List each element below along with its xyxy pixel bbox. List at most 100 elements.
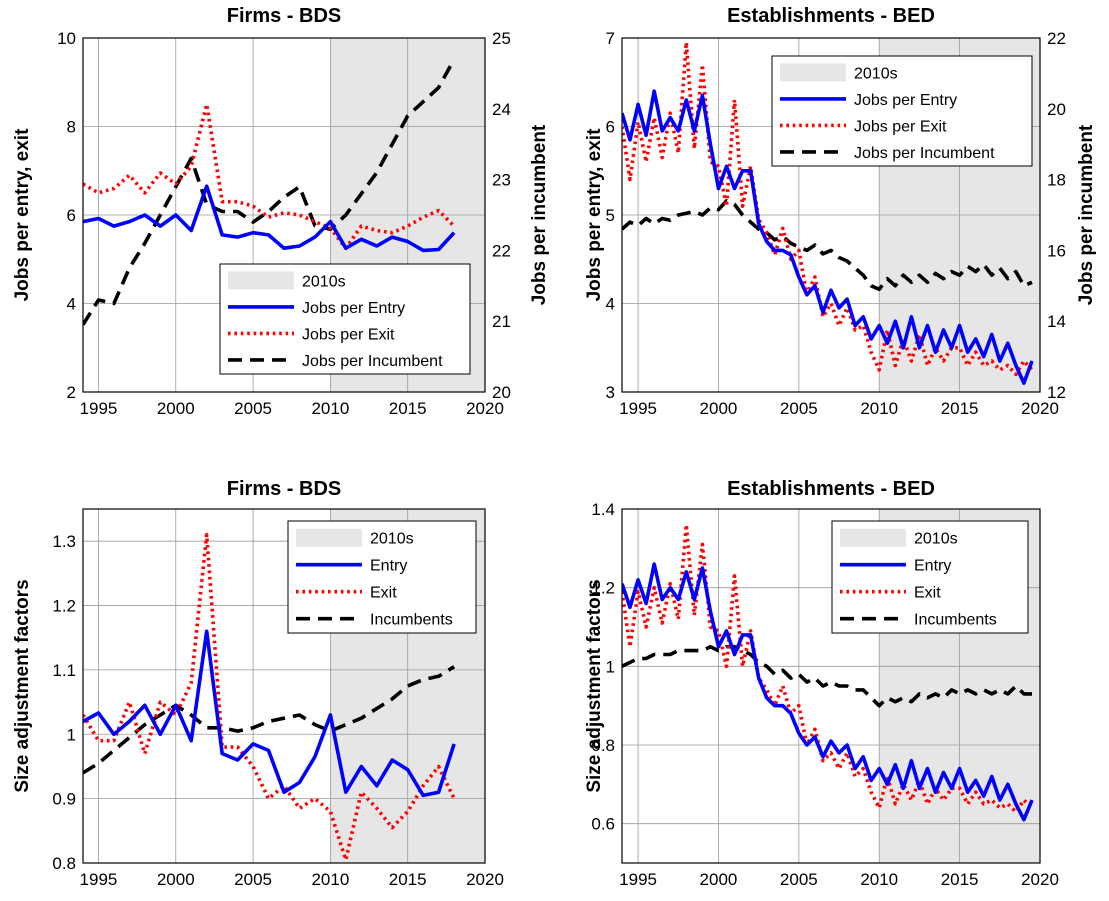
y-axis-right-label: Jobs per incumbent (1076, 124, 1097, 305)
y-tick-label: 6 (606, 118, 615, 137)
x-tick-label: 1995 (80, 399, 118, 418)
y-right-tick-label: 20 (492, 383, 511, 402)
legend-label: Entry (370, 558, 407, 575)
y-tick-label: 2 (67, 383, 76, 402)
y-right-tick-label: 16 (1047, 241, 1066, 260)
x-tick-label: 2000 (700, 399, 738, 418)
chart-panel-3: 1995 2000 2005 2010 2015 2020 0.8 0.9 1 1.1 1.2 1.3… (12, 478, 504, 889)
series-line-jobs-per-incumbent (83, 58, 456, 326)
x-tick-label: 2020 (1021, 399, 1059, 418)
x-tick-label: 1995 (619, 399, 657, 418)
series-line-incumbents (622, 644, 1032, 708)
series-group (622, 522, 1034, 822)
chart-title: Establishments - BED (727, 478, 935, 500)
legend-label: Jobs per Exit (854, 118, 947, 135)
chart-panel-4: 1995 2000 2005 2010 2015 2020 0.6 0.8 1 1.2 1.4 Est… (584, 478, 1059, 889)
x-tick-label: 2005 (234, 870, 272, 889)
x-tick-label: 2000 (700, 870, 738, 889)
y-right-tick-label: 21 (492, 312, 511, 331)
legend-label: Jobs per Exit (302, 326, 395, 343)
x-tick-label: 2010 (860, 399, 898, 418)
y-tick-label: 4 (67, 295, 76, 314)
y-axis-label: Jobs per entry, exit (584, 128, 605, 301)
legend-label: Exit (370, 585, 397, 602)
legend: 2010s Entry Exit Incumbents (831, 520, 1029, 634)
x-tick-label: 2015 (941, 870, 979, 889)
series-line-jobs-per-entry (622, 89, 1034, 385)
y-right-tick-label: 14 (1047, 312, 1066, 331)
x-tick-label: 1995 (619, 870, 657, 889)
y-tick-label: 1.4 (591, 500, 615, 519)
y-right-tick-label: 24 (492, 100, 511, 119)
axes-frame (621, 37, 1041, 393)
x-tick-label: 2015 (941, 399, 979, 418)
x-tick-label: 2005 (234, 399, 272, 418)
y-axis-label: Size adjustment factors (12, 579, 33, 792)
series-group (83, 58, 456, 326)
y-tick-label: 1.2 (52, 597, 76, 616)
y-tick-label: 6 (67, 206, 76, 225)
legend-label: Jobs per Entry (302, 300, 405, 317)
legend-label: 2010s (370, 531, 414, 548)
legend-label: Exit (914, 585, 941, 602)
legend-label: Incumbents (370, 612, 453, 629)
series-line-jobs-per-exit (83, 102, 456, 250)
x-tick-label: 2015 (389, 870, 427, 889)
y-tick-label: 0.8 (52, 854, 76, 873)
y-right-tick-label: 22 (492, 241, 511, 260)
x-tick-label: 2010 (311, 399, 349, 418)
legend-swatch-2010s (780, 63, 846, 82)
x-tick-label: 2000 (157, 870, 195, 889)
y-right-tick-label: 20 (1047, 100, 1066, 119)
series-line-entry (83, 629, 456, 798)
series-group (622, 40, 1034, 385)
y-tick-label: 1 (606, 657, 615, 676)
y-tick-label: 1 (67, 725, 76, 744)
y-tick-label: 1.1 (52, 661, 76, 680)
legend-swatch-2010s (840, 528, 906, 547)
chart-title: Establishments - BED (727, 5, 935, 27)
chart-title: Firms - BDS (227, 5, 341, 27)
y-tick-label: 3 (606, 383, 615, 402)
legend: 2010s Entry Exit Incumbents (287, 520, 477, 634)
axes-frame (82, 508, 486, 864)
y-tick-label: 1.2 (591, 579, 615, 598)
legend-label: 2010s (302, 273, 346, 290)
chart-title: Firms - BDS (227, 478, 341, 500)
series-line-exit (83, 532, 456, 862)
y-right-tick-label: 12 (1047, 383, 1066, 402)
x-tick-label: 1995 (80, 870, 118, 889)
y-tick-label: 4 (606, 295, 615, 314)
series-line-jobs-per-exit (622, 40, 1034, 377)
chart-panel-1: 1995 2000 2005 2010 2015 20202468102021222324… (12, 5, 550, 418)
y-axis-label: Size adjustment factors (584, 579, 605, 792)
legend-label: Jobs per Incumbent (302, 353, 443, 370)
legend-box (219, 263, 471, 375)
legend: 2010s Jobs per Entry Jobs per Exit Jobs per… (771, 55, 1033, 167)
x-tick-label: 2010 (860, 870, 898, 889)
chart-panel-2: 1995 2000 2005 2010 2015 2020 3 4 5 6 7 12 14 16 18 20 2… (584, 5, 1097, 418)
series-line-incumbents (83, 665, 456, 775)
legend-label: Jobs per Entry (854, 92, 957, 109)
legend-swatch-2010s (296, 528, 362, 547)
legend: 2010s Jobs per Entry Jobs per Exit Jobs per… (219, 263, 471, 375)
y-axis-right-label: Jobs per incumbent (529, 124, 550, 305)
axes-frame (621, 508, 1041, 864)
y-tick-label: 0.9 (52, 790, 76, 809)
y-right-tick-label: 23 (492, 171, 511, 190)
y-tick-label: 1.3 (52, 532, 76, 551)
series-group (83, 532, 456, 862)
y-right-tick-label: 18 (1047, 171, 1066, 190)
x-tick-label: 2005 (780, 399, 818, 418)
series-line-jobs-per-entry (83, 184, 456, 253)
legend-label: Jobs per Incumbent (854, 145, 995, 162)
x-tick-label: 2020 (466, 399, 504, 418)
y-tick-label: 0.6 (591, 815, 615, 834)
y-tick-label: 10 (57, 29, 76, 48)
y-right-tick-label: 22 (1047, 29, 1066, 48)
series-line-exit (622, 522, 1034, 814)
y-tick-label: 0.8 (591, 736, 615, 755)
series-line-jobs-per-incumbent (622, 199, 1033, 292)
legend-label: Entry (914, 558, 951, 575)
